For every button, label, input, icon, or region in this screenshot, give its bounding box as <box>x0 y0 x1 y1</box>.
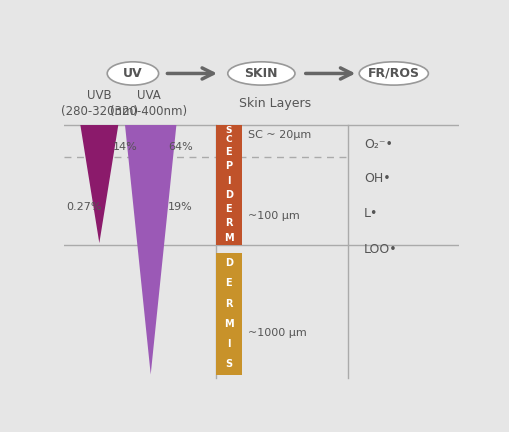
Text: R: R <box>224 219 232 229</box>
Text: E: E <box>225 279 232 289</box>
Polygon shape <box>125 125 176 375</box>
Ellipse shape <box>107 62 158 85</box>
Text: I: I <box>227 339 230 349</box>
Text: M: M <box>223 319 233 329</box>
Text: I: I <box>227 176 230 186</box>
Text: LOO•: LOO• <box>363 243 397 256</box>
Text: UV: UV <box>123 67 143 80</box>
Text: R: R <box>224 299 232 309</box>
Text: C: C <box>225 136 232 144</box>
Text: ~1000 μm: ~1000 μm <box>247 328 306 338</box>
Text: SKIN: SKIN <box>244 67 277 80</box>
Text: 14%: 14% <box>112 142 137 152</box>
Text: UVA
(320-400nm): UVA (320-400nm) <box>110 89 187 118</box>
Text: UVB
(280-320nm): UVB (280-320nm) <box>61 89 137 118</box>
Ellipse shape <box>228 62 294 85</box>
Text: M: M <box>223 233 233 243</box>
Text: Skin Layers: Skin Layers <box>239 97 310 110</box>
Text: S: S <box>225 359 232 369</box>
Text: ~100 μm: ~100 μm <box>247 212 299 222</box>
Text: E: E <box>225 204 232 214</box>
Text: 19%: 19% <box>167 201 192 212</box>
Text: FR/ROS: FR/ROS <box>367 67 419 80</box>
FancyBboxPatch shape <box>215 253 241 375</box>
Text: D: D <box>224 190 232 200</box>
Text: 0.27%: 0.27% <box>66 201 101 212</box>
Ellipse shape <box>358 62 428 85</box>
Text: P: P <box>225 162 232 172</box>
Text: E: E <box>225 147 232 157</box>
Text: OH•: OH• <box>363 172 390 185</box>
Text: SC ~ 20μm: SC ~ 20μm <box>247 130 310 140</box>
Text: D: D <box>224 258 232 268</box>
FancyBboxPatch shape <box>215 145 241 245</box>
Text: 64%: 64% <box>167 142 192 152</box>
FancyBboxPatch shape <box>215 125 241 145</box>
Text: S: S <box>225 126 232 134</box>
Text: L•: L• <box>363 206 378 219</box>
Text: O₂⁻•: O₂⁻• <box>363 139 392 152</box>
Polygon shape <box>80 125 118 243</box>
